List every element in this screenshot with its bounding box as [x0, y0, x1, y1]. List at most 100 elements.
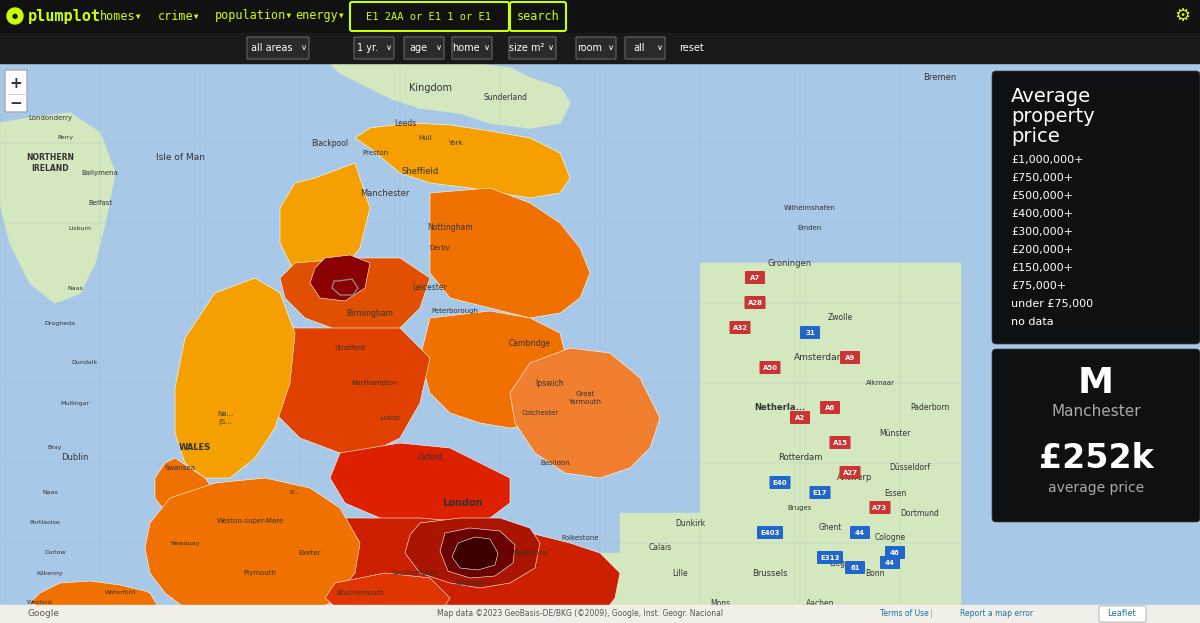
- Text: Bray: Bray: [48, 445, 62, 450]
- Text: Drogheda: Drogheda: [44, 320, 76, 325]
- Text: Luton: Luton: [380, 415, 400, 421]
- Text: |: |: [930, 609, 932, 619]
- Text: property: property: [1010, 108, 1094, 126]
- Text: Leicester: Leicester: [413, 283, 448, 293]
- Text: A32: A32: [732, 325, 748, 331]
- Text: Manchester: Manchester: [360, 189, 409, 197]
- Text: £750,000+: £750,000+: [1010, 173, 1073, 183]
- Text: ∨: ∨: [386, 44, 392, 52]
- Text: Antwerp: Antwerp: [838, 473, 872, 482]
- Text: Cambridge: Cambridge: [509, 338, 551, 348]
- FancyBboxPatch shape: [576, 37, 616, 59]
- Text: Ghent: Ghent: [818, 523, 841, 533]
- Text: B...: B...: [290, 490, 300, 495]
- Text: Dunkirk: Dunkirk: [674, 518, 706, 528]
- Text: Essen: Essen: [884, 488, 906, 498]
- Text: Düsseldorf: Düsseldorf: [889, 464, 930, 472]
- Text: size m²: size m²: [509, 43, 544, 53]
- Polygon shape: [265, 328, 430, 453]
- Text: Mullingar: Mullingar: [60, 401, 90, 406]
- Text: energy▾: energy▾: [295, 9, 344, 22]
- Polygon shape: [452, 537, 498, 570]
- Text: Brighton: Brighton: [455, 580, 485, 586]
- Text: Alkmaar: Alkmaar: [865, 380, 894, 386]
- Text: Londonderry: Londonderry: [28, 115, 72, 121]
- Text: Kilkenny: Kilkenny: [37, 571, 64, 576]
- Text: Paderborn: Paderborn: [911, 404, 949, 412]
- Text: Zwolle: Zwolle: [827, 313, 853, 323]
- FancyBboxPatch shape: [840, 466, 860, 479]
- Text: Southampton: Southampton: [391, 570, 439, 576]
- Text: all areas: all areas: [251, 43, 293, 53]
- Text: York: York: [448, 140, 462, 146]
- Text: A50: A50: [762, 365, 778, 371]
- Text: age: age: [409, 43, 427, 53]
- Text: ∨: ∨: [436, 44, 442, 52]
- Text: Mons: Mons: [710, 599, 730, 607]
- Text: Sunderland: Sunderland: [482, 93, 527, 103]
- Text: ∨: ∨: [656, 44, 664, 52]
- FancyBboxPatch shape: [800, 326, 820, 339]
- Text: Blackpool: Blackpool: [312, 138, 348, 148]
- FancyBboxPatch shape: [769, 476, 791, 489]
- Text: A15: A15: [833, 440, 847, 446]
- Text: Map data ©2023 GeoBasis-DE/BKG (©2009), Google, Inst. Geogr. Nacional: Map data ©2023 GeoBasis-DE/BKG (©2009), …: [437, 609, 724, 619]
- Text: £300,000+: £300,000+: [1010, 227, 1073, 237]
- Text: plumplot: plumplot: [28, 9, 101, 24]
- Text: Nottingham: Nottingham: [427, 224, 473, 232]
- Text: Bournemouth: Bournemouth: [336, 590, 384, 596]
- Text: A2: A2: [794, 415, 805, 421]
- Text: under £75,000: under £75,000: [1010, 299, 1093, 309]
- Text: Peterborough: Peterborough: [432, 308, 479, 314]
- Text: £75,000+: £75,000+: [1010, 281, 1066, 291]
- Text: Wexford: Wexford: [28, 601, 53, 606]
- Polygon shape: [325, 573, 450, 621]
- FancyBboxPatch shape: [880, 556, 900, 569]
- Text: A6: A6: [824, 405, 835, 411]
- Text: 44: 44: [886, 560, 895, 566]
- FancyBboxPatch shape: [350, 2, 509, 31]
- Text: Derby: Derby: [430, 245, 450, 251]
- Text: Netherla...: Netherla...: [755, 404, 805, 412]
- Text: Ipswich: Ipswich: [535, 379, 564, 388]
- Text: home: home: [452, 43, 480, 53]
- FancyBboxPatch shape: [1099, 606, 1146, 622]
- Text: Portlaoise: Portlaoise: [30, 520, 60, 525]
- Text: Waterford: Waterford: [104, 591, 136, 596]
- Text: Perry: Perry: [56, 135, 73, 141]
- FancyBboxPatch shape: [870, 501, 890, 514]
- Text: ∨: ∨: [301, 44, 307, 52]
- Text: A28: A28: [748, 300, 762, 306]
- FancyBboxPatch shape: [510, 2, 566, 31]
- Text: population▾: population▾: [215, 9, 293, 22]
- Polygon shape: [330, 518, 620, 623]
- Text: all: all: [634, 43, 644, 53]
- Text: Lisburn: Lisburn: [68, 226, 91, 231]
- Text: 31: 31: [805, 330, 815, 336]
- FancyBboxPatch shape: [817, 551, 842, 564]
- Text: +: +: [10, 75, 23, 90]
- Text: search: search: [517, 10, 559, 23]
- FancyBboxPatch shape: [404, 37, 444, 59]
- FancyBboxPatch shape: [247, 37, 310, 59]
- FancyBboxPatch shape: [625, 37, 665, 59]
- Text: A9: A9: [845, 355, 856, 361]
- Text: Hull: Hull: [418, 135, 432, 141]
- FancyBboxPatch shape: [452, 37, 492, 59]
- Text: Weston-super-Mare: Weston-super-Mare: [216, 518, 283, 524]
- Polygon shape: [440, 528, 515, 578]
- Text: NORTHERN
IRELAND: NORTHERN IRELAND: [26, 153, 74, 173]
- FancyBboxPatch shape: [840, 351, 860, 364]
- Text: £252k: £252k: [1039, 442, 1153, 475]
- FancyBboxPatch shape: [757, 526, 784, 539]
- Text: Na...
(S...: Na... (S...: [217, 411, 233, 425]
- Text: Bonn: Bonn: [865, 569, 884, 578]
- Text: 1 yr.: 1 yr.: [358, 43, 378, 53]
- FancyBboxPatch shape: [992, 349, 1200, 522]
- Text: Naas: Naas: [67, 285, 83, 290]
- FancyBboxPatch shape: [745, 271, 766, 284]
- Polygon shape: [30, 581, 166, 623]
- Text: 61: 61: [850, 565, 860, 571]
- Text: crime▾: crime▾: [158, 9, 200, 22]
- FancyBboxPatch shape: [744, 296, 766, 309]
